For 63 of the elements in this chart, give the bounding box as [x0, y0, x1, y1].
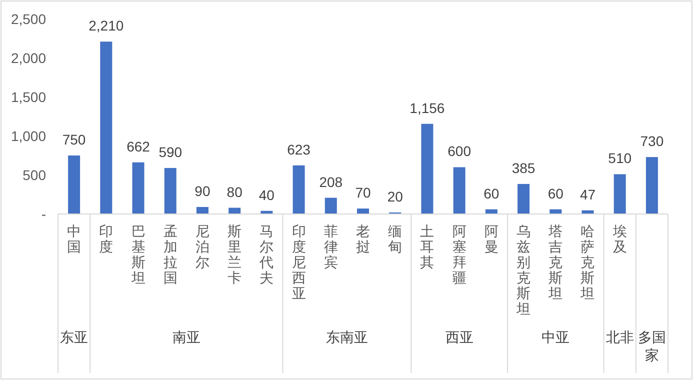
x-tick-label: 哈萨克斯坦 [580, 223, 595, 301]
x-tick-label: 孟加拉国 [163, 223, 178, 286]
data-label: 662 [126, 138, 150, 154]
bar [196, 206, 208, 214]
data-label: 20 [387, 188, 404, 204]
data-label: 70 [355, 184, 371, 201]
bar [132, 162, 144, 214]
bar [164, 168, 176, 214]
data-label: 208 [319, 174, 343, 190]
data-label: 2,210 [88, 18, 124, 34]
data-label: 385 [512, 160, 536, 176]
data-label: 47 [580, 186, 596, 202]
text: 多国家 [638, 329, 666, 363]
bar [292, 165, 305, 214]
x-tick-label: 中国 [67, 223, 82, 254]
data-label: 90 [194, 182, 210, 199]
data-label: 623 [287, 141, 311, 158]
x-tick-label: 缅甸 [388, 223, 402, 254]
data-label: 590 [158, 144, 182, 160]
text: 东亚 [60, 329, 88, 345]
data-label: 60 [484, 185, 500, 202]
x-tick-label: 菲律宾 [324, 223, 338, 270]
text: 南亚 [172, 329, 200, 345]
data-label: 40 [258, 186, 275, 203]
x-tick-label: 阿塞拜疆 [452, 223, 466, 286]
x-tick-label: 斯里兰卡 [228, 223, 242, 286]
x-tick-label: 巴基斯坦 [130, 223, 146, 286]
x-tick-label: 马尔代夫 [258, 223, 274, 286]
bar [421, 124, 434, 214]
bar [100, 42, 112, 214]
y-tick-label: 2,500 [10, 11, 46, 27]
x-tick-label: 印度尼西亚 [292, 223, 306, 301]
bar [68, 156, 80, 214]
y-tick-label: 1,500 [10, 89, 46, 105]
text: 西亚 [445, 329, 474, 345]
x-tick-label: 埃及 [612, 223, 627, 254]
x-tick-label: 乌兹别克斯坦 [516, 223, 531, 316]
x-tick-label: 老挝 [356, 223, 370, 254]
x-tick-label: 尼泊尔 [195, 223, 210, 270]
x-tick-label: 阿曼 [484, 223, 498, 254]
data-label: 730 [640, 133, 664, 150]
text: 北非 [606, 329, 634, 345]
data-label: 750 [62, 132, 86, 148]
x-tick-label: 印度 [99, 223, 114, 254]
y-tick-label: 1,000 [10, 128, 46, 144]
data-label: 600 [448, 143, 472, 160]
bar [453, 167, 466, 214]
data-label: 510 [608, 150, 632, 166]
bar [324, 198, 337, 214]
data-label: 80 [226, 184, 243, 200]
data-label: 60 [548, 185, 564, 202]
bar [614, 174, 626, 214]
bar [518, 184, 530, 214]
y-tick-label: 2,000 [10, 50, 46, 66]
y-tick-label: - [41, 206, 46, 222]
text: 中亚 [542, 329, 570, 345]
y-tick-label: 500 [22, 167, 46, 183]
bar [646, 157, 658, 214]
x-tick-label: 土耳其 [420, 223, 434, 270]
data-label: 1,156 [410, 100, 445, 116]
x-tick-label: 塔吉克斯坦 [548, 223, 563, 301]
text: 东南亚 [326, 329, 368, 345]
bar [357, 208, 369, 214]
